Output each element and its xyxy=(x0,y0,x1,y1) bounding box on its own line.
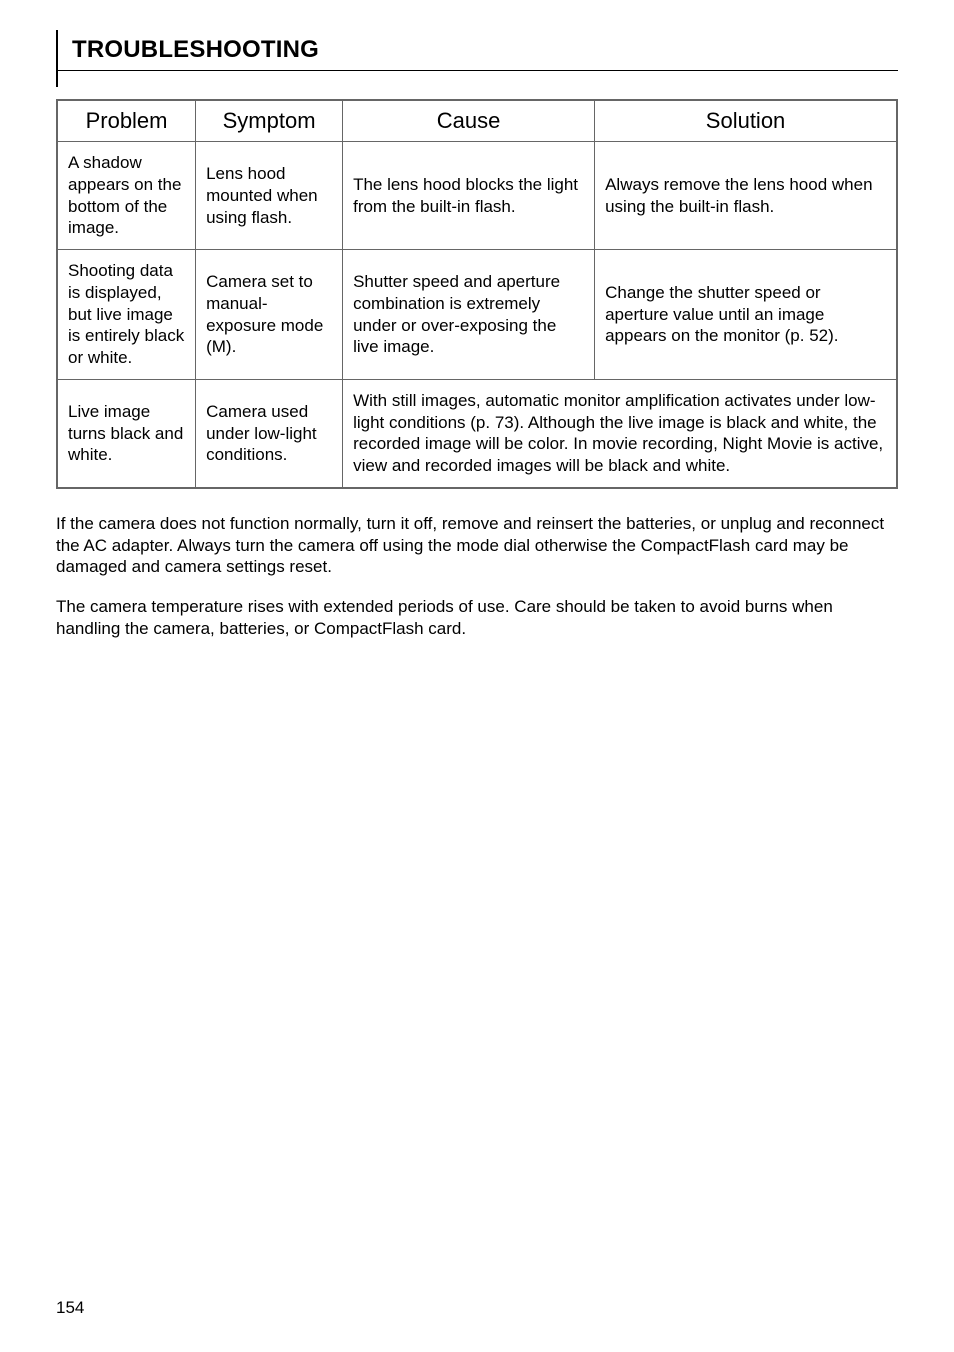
table-header-row: Problem Symptom Cause Solution xyxy=(57,100,897,142)
cell-problem: Shooting data is displayed, but live ima… xyxy=(57,250,196,380)
table-row: Live image turns black and white. Camera… xyxy=(57,379,897,488)
title-block: TROUBLESHOOTING xyxy=(56,36,898,71)
col-header-symptom: Symptom xyxy=(196,100,343,142)
page-number: 154 xyxy=(56,1298,84,1318)
cell-solution: Always remove the lens hood when using t… xyxy=(595,142,897,250)
title-underline xyxy=(56,70,898,71)
troubleshooting-table: Problem Symptom Cause Solution A shadow … xyxy=(56,99,898,489)
cell-problem: Live image turns black and white. xyxy=(57,379,196,488)
cell-symptom: Camera used under low-light conditions. xyxy=(196,379,343,488)
cell-cause: Shutter speed and aperture combination i… xyxy=(343,250,595,380)
page-title: TROUBLESHOOTING xyxy=(72,36,898,64)
cell-problem: A shadow appears on the bottom of the im… xyxy=(57,142,196,250)
col-header-solution: Solution xyxy=(595,100,897,142)
col-header-problem: Problem xyxy=(57,100,196,142)
cell-cause: The lens hood blocks the light from the … xyxy=(343,142,595,250)
body-paragraph-1: If the camera does not function normally… xyxy=(56,513,898,578)
cell-symptom: Lens hood mounted when using flash. xyxy=(196,142,343,250)
body-paragraph-2: The camera temperature rises with extend… xyxy=(56,596,898,640)
table-row: Shooting data is displayed, but live ima… xyxy=(57,250,897,380)
title-vertical-rule xyxy=(56,30,58,87)
col-header-cause: Cause xyxy=(343,100,595,142)
cell-solution: Change the shutter speed or aperture val… xyxy=(595,250,897,380)
cell-symptom: Camera set to manual-exposure mode (M). xyxy=(196,250,343,380)
cell-cause-solution-merged: With still images, automatic monitor amp… xyxy=(343,379,897,488)
table-row: A shadow appears on the bottom of the im… xyxy=(57,142,897,250)
